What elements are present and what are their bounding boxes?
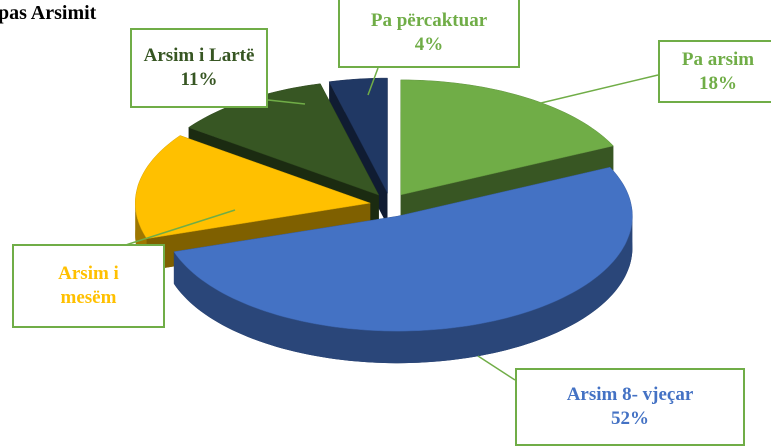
- slice-top: [135, 135, 371, 239]
- category-label: Arsim i mesëm: [58, 263, 119, 308]
- category-label: Arsim i Lartë: [143, 45, 255, 66]
- value-label: 4%: [414, 34, 444, 55]
- slice-top: [328, 77, 388, 194]
- slice-top: [400, 79, 614, 196]
- data-label: Pa arsim 18%: [658, 40, 771, 103]
- value-label: 52%: [611, 408, 649, 429]
- category-label: Arsim 8- vjeçar: [566, 384, 694, 405]
- category-label: Pa përcaktuar: [370, 10, 488, 31]
- value-label: 11%: [180, 69, 218, 90]
- slice-top: [173, 166, 633, 332]
- chart-title: pas Arsimit: [0, 2, 97, 24]
- leader-line: [109, 209, 236, 251]
- leader-line: [367, 67, 379, 96]
- data-label: Arsim i mesëm: [12, 244, 165, 328]
- slice: [173, 166, 633, 364]
- category-label: Pa arsim: [681, 48, 755, 70]
- leader-line: [477, 355, 516, 381]
- data-label: Arsim i Lartë 11%: [130, 28, 268, 108]
- leader-line: [267, 99, 306, 105]
- data-label: Pa përcaktuar 4%: [338, 0, 520, 68]
- value-label: 18%: [699, 72, 737, 94]
- leader-line: [519, 74, 659, 109]
- data-label: Arsim 8- vjeçar 52%: [515, 368, 745, 446]
- slice-wall: [173, 216, 633, 364]
